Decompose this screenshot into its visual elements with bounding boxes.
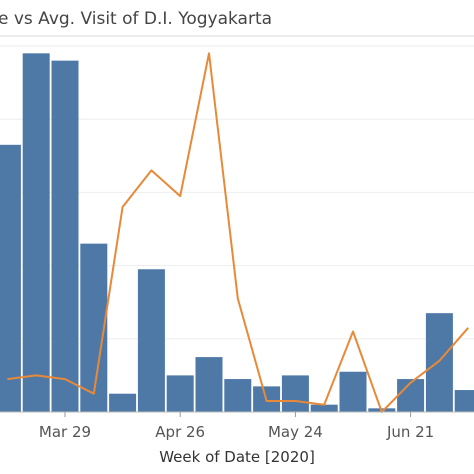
bar: [310, 404, 338, 412]
bar: [425, 313, 453, 412]
chart-title: e vs Avg. Visit of D.I. Yogyakarta: [0, 9, 272, 29]
bar-series: [0, 53, 474, 412]
bar: [51, 60, 79, 412]
bar: [224, 379, 252, 412]
bar: [22, 53, 50, 412]
bar: [137, 269, 165, 412]
x-tick-label: Jun 21: [386, 423, 434, 441]
bar: [0, 144, 21, 412]
bar: [281, 375, 309, 412]
bar: [195, 357, 223, 412]
line-path: [7, 52, 469, 413]
bar: [454, 390, 474, 412]
bar: [166, 375, 194, 412]
bar: [80, 243, 108, 412]
x-tick-label: Apr 26: [155, 423, 205, 441]
x-axis-ticks: Mar 29 Apr 26 May 24 Jun 21: [39, 412, 434, 441]
x-tick-label: Mar 29: [39, 423, 91, 441]
bar: [397, 379, 425, 412]
x-tick-label: May 24: [268, 423, 323, 441]
x-axis-title: Week of Date [2020]: [159, 448, 315, 466]
bar: [339, 371, 367, 412]
gridlines: [0, 45, 474, 340]
bar: [109, 393, 137, 412]
line-series: [7, 52, 469, 413]
